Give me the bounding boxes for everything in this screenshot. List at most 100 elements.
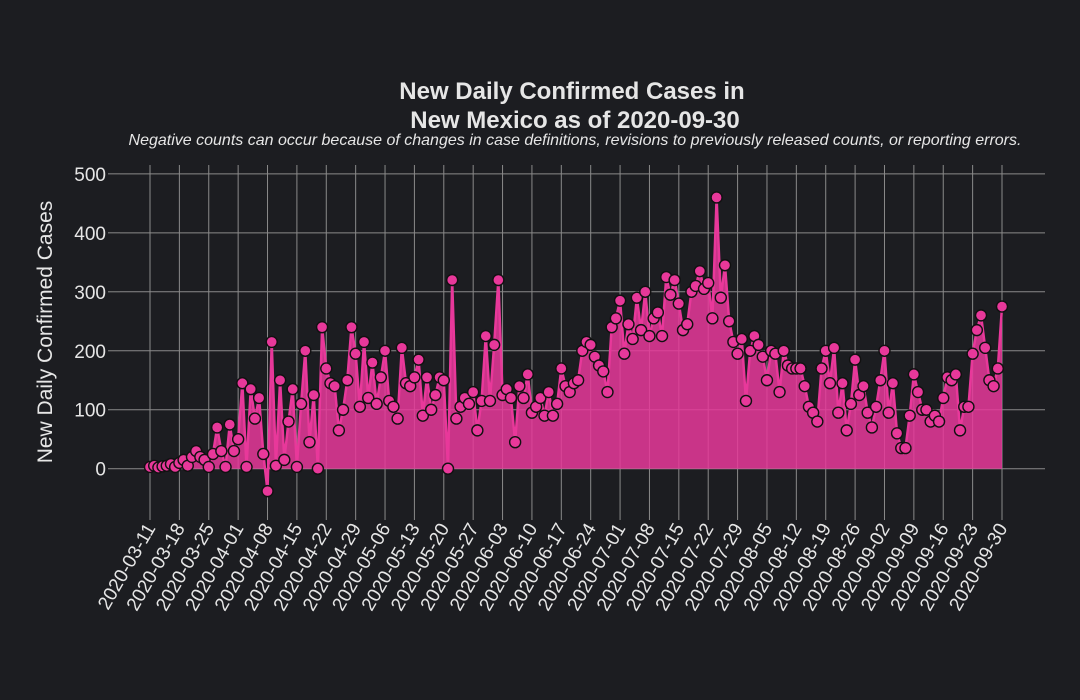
data-point (542, 385, 555, 399)
data-point (752, 338, 765, 352)
y-axis-label: New Daily Confirmed Cases (34, 201, 57, 464)
data-point (462, 397, 476, 411)
data-point (811, 415, 824, 428)
chart-title-line1: New Daily Confirmed Cases in (399, 78, 744, 105)
data-point (492, 273, 505, 287)
data-point (714, 291, 727, 304)
data-point (756, 350, 769, 363)
data-point (215, 444, 228, 458)
data-point (244, 382, 257, 396)
data-point (466, 385, 480, 399)
data-point (966, 347, 979, 360)
data-point (311, 462, 325, 475)
data-point (630, 291, 644, 304)
data-point (307, 388, 320, 402)
data-point (584, 338, 597, 352)
data-point (210, 421, 224, 434)
data-point (848, 353, 862, 366)
data-point (265, 335, 278, 349)
data-point (374, 371, 388, 384)
data-point (890, 427, 904, 440)
data-point (995, 300, 1009, 313)
data-point (408, 371, 421, 384)
data-point (639, 285, 652, 298)
data-point (223, 418, 236, 431)
data-point (282, 415, 295, 428)
data-point (227, 444, 241, 458)
data-point (823, 377, 837, 390)
data-point (425, 403, 438, 416)
data-point (202, 460, 215, 474)
data-point (416, 409, 430, 422)
data-point (261, 484, 274, 498)
data-point (362, 391, 375, 405)
data-point (681, 318, 694, 331)
data-point (865, 421, 879, 434)
data-point (420, 371, 434, 384)
data-point (534, 391, 547, 405)
data-point (508, 435, 522, 449)
data-point (437, 374, 450, 387)
data-point (219, 460, 232, 474)
data-point (722, 315, 736, 328)
data-point (970, 323, 984, 337)
data-point (370, 397, 383, 411)
data-point (760, 374, 774, 387)
data-point (949, 368, 963, 381)
series-area (150, 197, 1002, 492)
data-point (349, 347, 362, 360)
data-point (937, 391, 950, 405)
data-point (286, 382, 299, 396)
data-point (613, 294, 627, 307)
data-point (357, 335, 371, 349)
data-point (240, 460, 253, 474)
data-point (303, 435, 316, 449)
data-point (320, 362, 333, 375)
data-point (907, 368, 921, 381)
data-point (353, 400, 367, 413)
data-point (517, 391, 530, 405)
data-point (622, 318, 635, 331)
y-tick-label: 300 (74, 283, 106, 304)
data-point (706, 312, 719, 325)
data-point (273, 374, 287, 387)
data-point (634, 323, 648, 337)
data-point (861, 406, 874, 419)
data-point (777, 344, 790, 357)
data-point (345, 320, 358, 334)
data-point (571, 374, 585, 387)
data-point (366, 356, 379, 369)
data-point (827, 341, 841, 355)
data-point (651, 306, 665, 319)
y-tick-label: 0 (95, 460, 106, 481)
data-point (231, 433, 245, 446)
data-point (445, 273, 459, 287)
data-point (299, 344, 312, 357)
data-point (979, 341, 992, 355)
data-point (932, 415, 946, 428)
data-point (991, 362, 1004, 375)
data-point (504, 391, 518, 405)
data-point (387, 400, 400, 413)
data-point (836, 377, 849, 390)
data-point (840, 424, 853, 437)
data-point (773, 385, 786, 399)
data-point (844, 397, 858, 411)
series-group (143, 191, 1009, 498)
data-point (487, 338, 501, 352)
data-point (269, 459, 283, 472)
data-point (869, 400, 883, 413)
data-point (710, 191, 723, 204)
data-point (378, 344, 392, 357)
data-point (672, 297, 686, 310)
data-point (332, 424, 346, 437)
data-point (391, 412, 404, 425)
data-point (328, 379, 341, 393)
data-point (798, 379, 811, 393)
data-point (655, 329, 669, 343)
data-point (236, 377, 249, 390)
data-point (987, 379, 1000, 393)
data-point (702, 276, 715, 290)
data-point (832, 406, 845, 419)
